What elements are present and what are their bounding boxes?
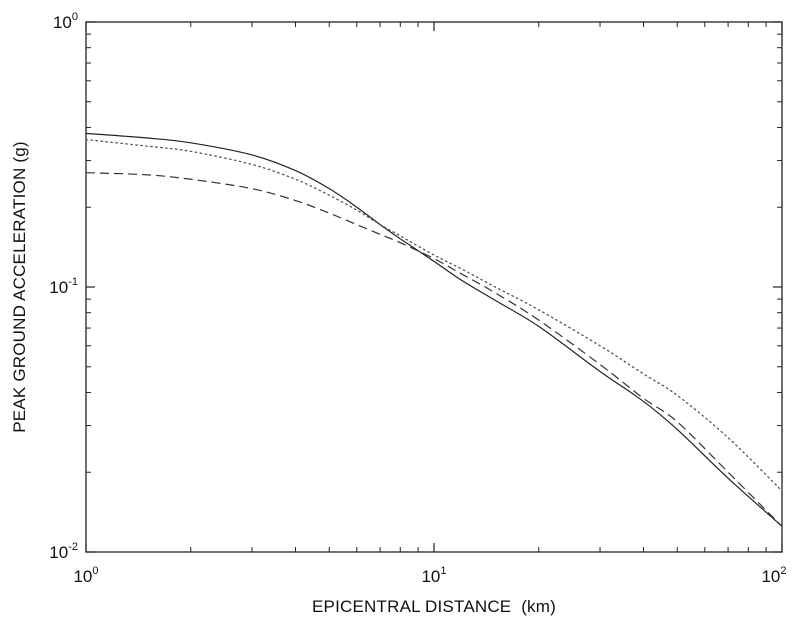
x-tick-label: 102 (761, 565, 786, 586)
x-axis-label: EPICENTRAL DISTANCE (km) (312, 597, 556, 616)
series-layer (85, 132, 783, 527)
x-tick-label: 101 (421, 565, 446, 586)
y-tick-label: 10-1 (49, 276, 78, 297)
plot-frame (85, 21, 783, 553)
tick-labels: 100 101 102 10-2 10-1 100 (49, 11, 786, 586)
y-tick-label: 100 (53, 11, 78, 32)
series-line-solid (85, 132, 783, 527)
y-axis-label: PEAK GROUND ACCELERATION (g) (10, 141, 29, 433)
series-line-dashed (85, 172, 783, 527)
ticks (85, 21, 783, 553)
x-tick-label: 100 (73, 565, 98, 586)
y-tick-label: 10-2 (49, 541, 78, 562)
series-line-dotted (85, 138, 783, 492)
